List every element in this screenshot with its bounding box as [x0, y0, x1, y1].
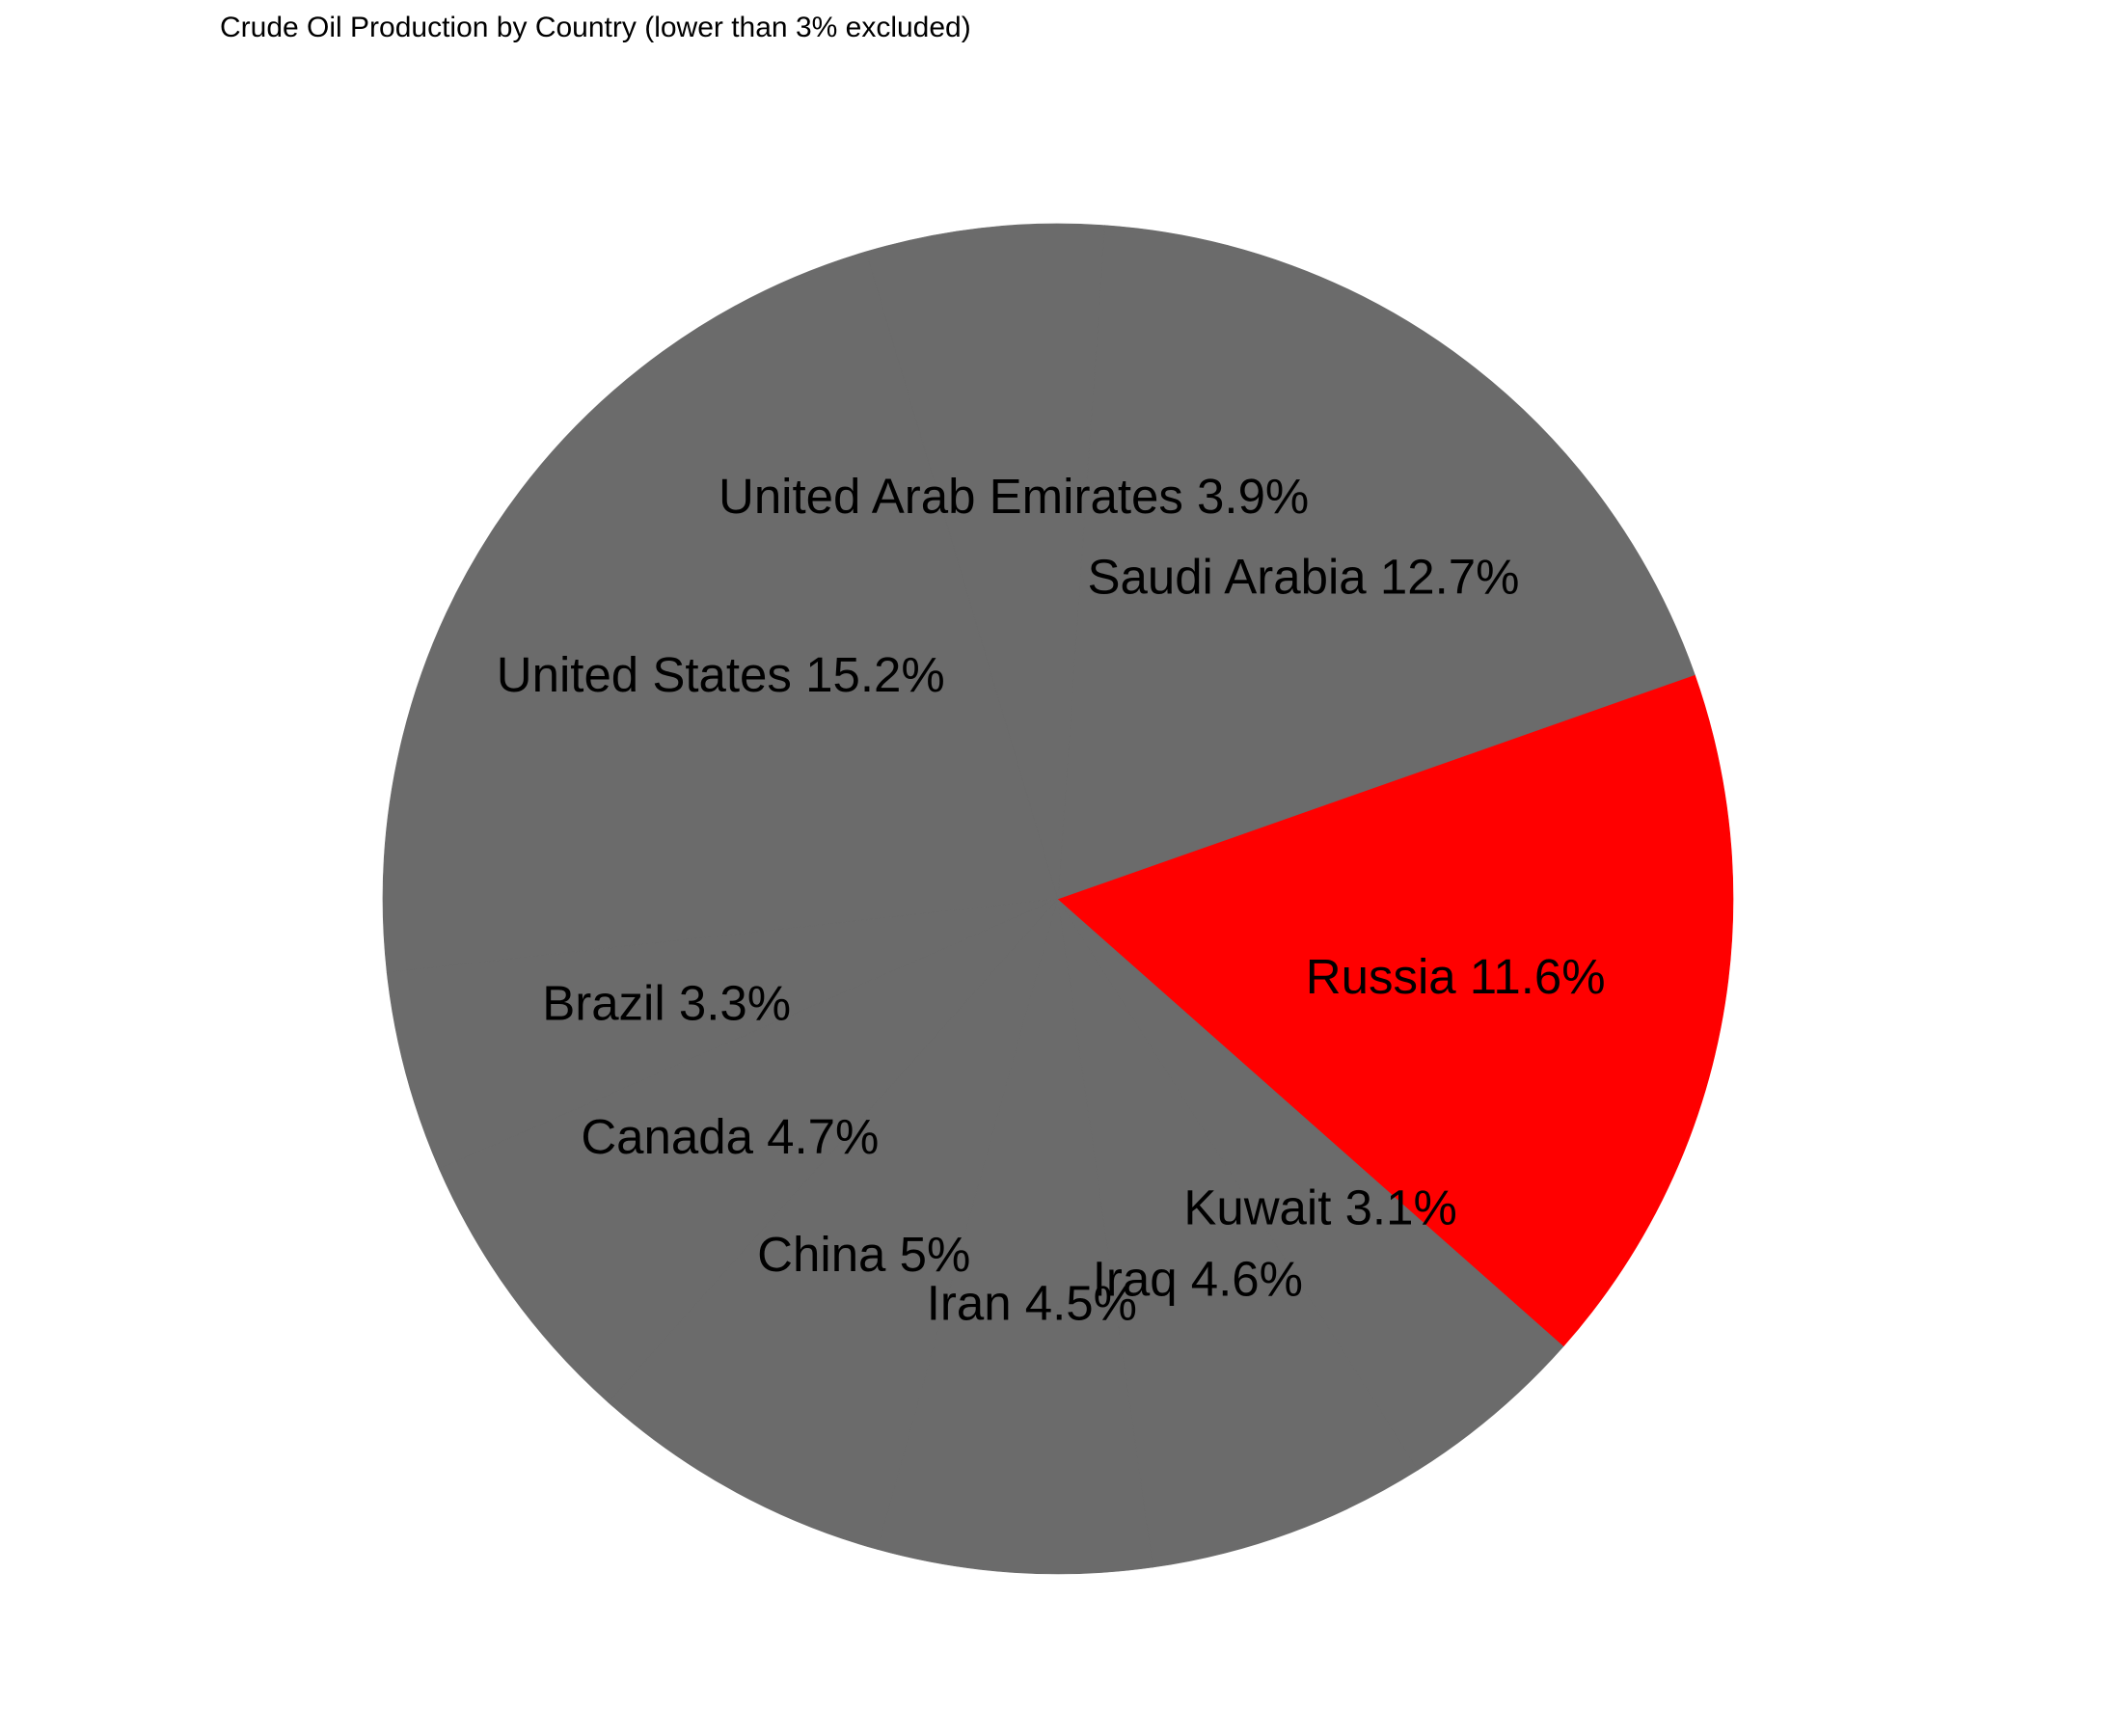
pie-label-china: China 5%: [757, 1227, 970, 1282]
pie-label-russia: Russia 11.6%: [1306, 949, 1606, 1004]
pie-slice-china: [608, 898, 1059, 1550]
pie-label-iran: Iran 4.5%: [927, 1276, 1137, 1331]
chart-title: Crude Oil Production by Country (lower t…: [220, 12, 971, 43]
pie-label-canada: Canada 4.7%: [581, 1109, 879, 1164]
pie-label-iraq: Iraq 4.6%: [1093, 1252, 1303, 1307]
pie-label-brazil: Brazil 3.3%: [542, 976, 791, 1031]
pie-slice-saudi-arabia: [1057, 225, 1696, 900]
pie-slice-iran: [877, 898, 1154, 1575]
pie-labels: United States 15.2% Brazil 3.3% Canada 4.7…: [497, 469, 1606, 1331]
pie-label-saudi-arabia: Saudi Arabia 12.7%: [1087, 549, 1519, 604]
pie-label-kuwait: Kuwait 3.1%: [1183, 1180, 1457, 1234]
pie-label-united-states: United States 15.2%: [497, 647, 945, 702]
pie-slices: [382, 223, 1734, 1575]
pie-slice-united-states: [382, 251, 1059, 973]
pie-slice-canada: [439, 898, 1059, 1403]
pie-slice-russia: [1057, 674, 1734, 1347]
pie-slice-united-arab-emirates: [865, 223, 1105, 900]
pie-slice-kuwait: [1057, 898, 1564, 1471]
pie-slice-iraq: [1057, 898, 1419, 1568]
pie-label-united-arab-emirates: United Arab Emirates 3.9%: [719, 469, 1309, 524]
pie-slice-brazil: [386, 898, 1059, 1170]
